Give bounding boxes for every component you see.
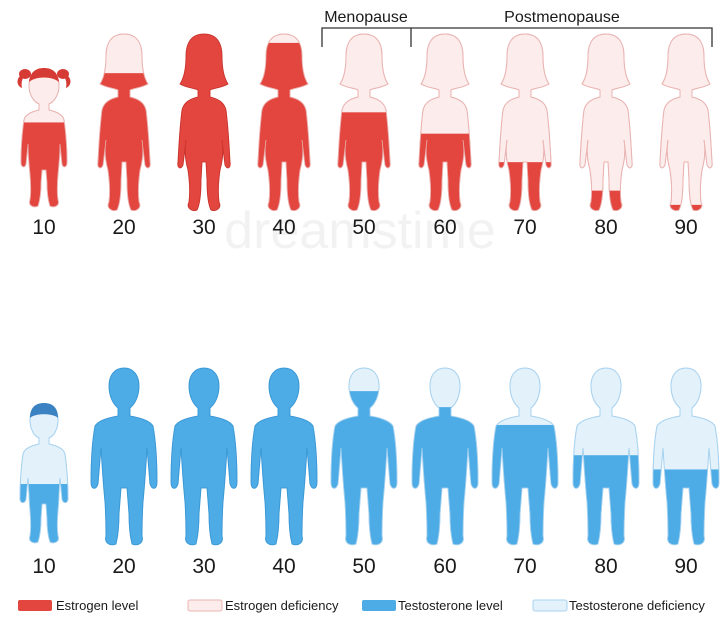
male-age-label-60: 60 xyxy=(433,555,456,578)
female-figure-40 xyxy=(257,33,311,212)
menopause-bracket: Menopause Postmenopause xyxy=(321,9,713,47)
male-age-label-90: 90 xyxy=(674,555,697,578)
legend-estrogen-level-label: Estrogen level xyxy=(56,598,138,613)
female-figure-90 xyxy=(659,33,713,212)
female-age-label-50: 50 xyxy=(352,216,375,239)
male-figure-20 xyxy=(90,367,158,546)
male-figure-80 xyxy=(572,367,640,546)
testosterone-level-fill xyxy=(20,484,68,543)
male-figure-90 xyxy=(652,367,720,546)
female-age-label-80: 80 xyxy=(594,216,617,239)
testosterone-level-fill xyxy=(492,424,558,545)
estrogen-level-fill xyxy=(498,162,552,211)
testosterone-deficiency-swatch xyxy=(532,599,568,612)
female-figure-30 xyxy=(177,33,231,212)
female-age-label-60: 60 xyxy=(433,216,456,239)
watermark: dreamstime xyxy=(224,202,496,260)
female-age-label-40: 40 xyxy=(272,216,295,239)
male-age-label-20: 20 xyxy=(112,555,135,578)
female-age-label-20: 20 xyxy=(112,216,135,239)
female-age-label-10: 10 xyxy=(32,216,55,239)
estrogen-level-fill xyxy=(337,112,391,211)
female-figure-60 xyxy=(418,33,472,212)
male-age-label-10: 10 xyxy=(32,555,55,578)
male-age-label-50: 50 xyxy=(352,555,375,578)
male-figure-10 xyxy=(19,403,69,544)
testosterone-level-fill xyxy=(412,407,478,545)
testosterone-deficiency-fill xyxy=(19,403,69,544)
estrogen-level-fill xyxy=(97,73,151,211)
male-figure-50 xyxy=(330,367,398,546)
girl-pigtails xyxy=(17,68,71,88)
testosterone-level-fill xyxy=(91,368,157,545)
legend-item-estrogen-deficiency: Estrogen deficiency xyxy=(187,598,339,613)
testosterone-level-swatch xyxy=(362,600,396,611)
legend: Estrogen level Estrogen deficiency Testo… xyxy=(18,598,705,613)
testosterone-level-fill xyxy=(653,469,719,545)
legend-item-estrogen-level: Estrogen level xyxy=(18,598,138,613)
estrogen-level-fill xyxy=(257,42,311,211)
testosterone-level-fill xyxy=(171,368,237,545)
male-row: 10 20 30 40 50 60 70 80 90 xyxy=(19,367,720,578)
testosterone-level-fill xyxy=(573,455,639,545)
male-figure-70 xyxy=(491,367,559,546)
estrogen-level-fill xyxy=(177,34,231,211)
male-figure-40 xyxy=(250,367,318,546)
postmenopause-label: Postmenopause xyxy=(504,9,620,26)
female-figure-50 xyxy=(337,33,391,212)
legend-estrogen-deficiency-label: Estrogen deficiency xyxy=(225,598,339,613)
testosterone-deficiency-fill xyxy=(652,367,720,546)
legend-testosterone-level-label: Testosterone level xyxy=(398,598,503,613)
female-age-label-30: 30 xyxy=(192,216,215,239)
estrogen-deficiency-swatch xyxy=(187,599,223,612)
male-figure-60 xyxy=(411,367,479,546)
testosterone-level-fill xyxy=(251,368,317,545)
male-age-label-80: 80 xyxy=(594,555,617,578)
estrogen-level-fill xyxy=(579,190,633,211)
female-figure-70 xyxy=(498,33,552,212)
male-figure-30 xyxy=(170,367,238,546)
male-age-label-70: 70 xyxy=(513,555,536,578)
legend-testosterone-deficiency-label: Testosterone deficiency xyxy=(569,598,705,613)
estrogen-level-fill xyxy=(659,204,713,211)
male-age-label-30: 30 xyxy=(192,555,215,578)
estrogen-level-swatch xyxy=(18,600,52,611)
menopause-label: Menopause xyxy=(324,9,408,26)
estrogen-level-fill xyxy=(21,122,67,207)
boy-hair xyxy=(30,403,58,418)
male-age-label-40: 40 xyxy=(272,555,295,578)
female-figure-10 xyxy=(17,68,71,208)
female-age-label-70: 70 xyxy=(513,216,536,239)
female-figure-80 xyxy=(579,33,633,212)
female-age-label-90: 90 xyxy=(674,216,697,239)
legend-item-testosterone-deficiency: Testosterone deficiency xyxy=(532,598,705,613)
female-figure-20 xyxy=(97,33,151,212)
testosterone-level-fill xyxy=(331,391,397,545)
legend-item-testosterone-level: Testosterone level xyxy=(362,598,503,613)
